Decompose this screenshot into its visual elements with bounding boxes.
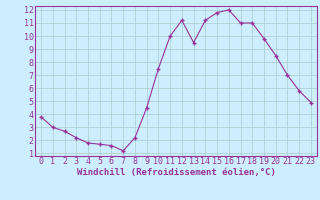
X-axis label: Windchill (Refroidissement éolien,°C): Windchill (Refroidissement éolien,°C) — [76, 168, 276, 177]
